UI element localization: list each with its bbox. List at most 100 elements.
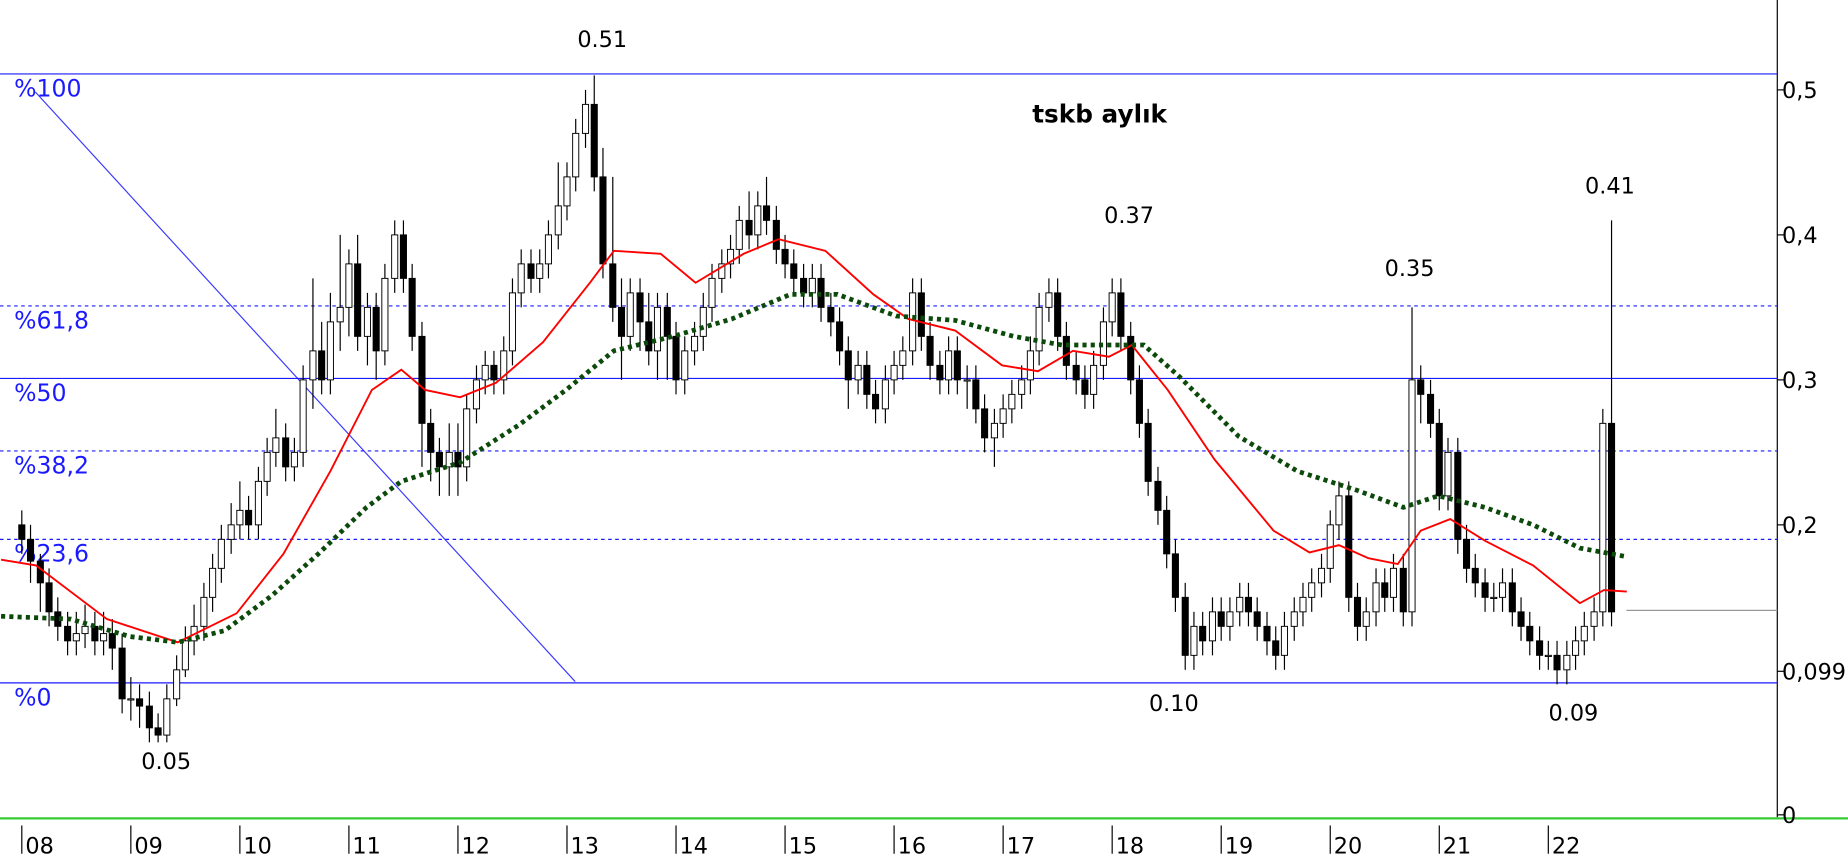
candle-body — [1608, 422, 1616, 613]
candle-body — [1154, 480, 1162, 511]
candle-body — [1280, 625, 1288, 656]
candle-body — [890, 364, 898, 381]
x-tick-label: 12 — [461, 834, 489, 860]
candle-body — [1435, 422, 1443, 497]
fib-label: %0 — [14, 683, 51, 711]
candle-body — [827, 306, 835, 323]
candle-body — [781, 248, 789, 265]
candle-body — [1517, 611, 1525, 627]
candle-body — [318, 350, 326, 381]
candle-body — [1317, 567, 1326, 584]
y-tick-label: 0,3 — [1782, 368, 1818, 394]
candle-body — [872, 393, 880, 410]
candle-body — [1498, 582, 1507, 598]
candle-body — [1572, 640, 1580, 656]
candle-body — [1590, 611, 1598, 627]
candle-body — [500, 350, 508, 381]
candle-body — [427, 422, 435, 453]
candle-body — [699, 306, 707, 337]
candle-body — [836, 321, 844, 352]
candle-body — [435, 451, 443, 468]
candle-body — [1362, 611, 1370, 627]
annotation: 0.10 — [1149, 691, 1199, 717]
candle-body — [1208, 611, 1217, 642]
candle-body — [1308, 582, 1316, 598]
candle-body — [617, 306, 626, 337]
candle-body — [917, 292, 925, 337]
moving-average — [0, 291, 1628, 645]
candle-body — [1026, 350, 1034, 381]
candle-body — [1190, 625, 1198, 656]
candle-body — [209, 567, 217, 598]
candle-body — [408, 277, 416, 337]
candle-body — [381, 277, 389, 352]
fib-label: %50 — [14, 379, 66, 407]
candle-body — [1481, 582, 1489, 598]
x-tick-label: 08 — [25, 834, 53, 860]
candle-body — [1553, 654, 1561, 671]
candle-body — [727, 248, 735, 265]
candle-body — [663, 306, 671, 337]
candle-body — [1226, 611, 1234, 627]
candle-body — [1171, 553, 1179, 598]
candle-body — [1062, 335, 1070, 366]
candle-body — [36, 560, 44, 584]
candle-body — [1599, 422, 1607, 613]
candle-body — [263, 451, 271, 482]
candle-body — [372, 306, 380, 352]
y-tick-label: 0,5 — [1782, 78, 1818, 104]
candle-body — [1144, 422, 1152, 482]
candle-body — [236, 509, 244, 526]
candle-body — [863, 364, 871, 395]
candle-body — [391, 234, 399, 279]
candle-body — [1381, 582, 1389, 598]
annotation: 0.41 — [1585, 173, 1635, 199]
candle-body — [790, 263, 798, 279]
candle-body — [1236, 596, 1244, 613]
candle-body — [1117, 292, 1125, 337]
candle-body — [626, 292, 634, 337]
candle-body — [527, 263, 535, 279]
candle-body — [445, 451, 453, 468]
candle-body — [1536, 640, 1544, 656]
candle-body — [72, 633, 80, 642]
candle-body — [163, 698, 171, 736]
candle-body — [309, 350, 317, 381]
candle-body — [1108, 292, 1116, 323]
candle-body — [64, 625, 72, 642]
candle-body — [708, 277, 716, 308]
candle-body — [718, 263, 726, 279]
x-tick-label: 09 — [134, 834, 162, 860]
candle-body — [481, 364, 489, 381]
candle-body — [1353, 596, 1362, 627]
candle-body — [735, 219, 743, 250]
x-tick-label: 18 — [1116, 834, 1144, 860]
moving-average — [0, 238, 1627, 644]
candle-body — [745, 219, 753, 236]
candle-body — [1462, 538, 1471, 569]
candle-body — [1263, 625, 1271, 642]
candle-body — [100, 633, 108, 642]
candle-body — [1181, 596, 1189, 656]
candle-body — [854, 364, 862, 381]
candle-body — [645, 321, 653, 352]
candle-body — [672, 335, 680, 381]
candle-body — [599, 176, 607, 265]
candle-body — [1253, 611, 1261, 627]
candle-body — [272, 437, 280, 453]
candle-body — [981, 408, 989, 439]
candle-body — [945, 350, 953, 381]
candle-body — [136, 698, 144, 707]
candle-body — [354, 263, 362, 337]
candle-body — [282, 437, 290, 468]
annotation: 0.37 — [1104, 203, 1154, 229]
candle-body — [536, 263, 544, 279]
candle-body — [463, 408, 471, 468]
candle-body — [91, 625, 99, 642]
candle-body — [326, 321, 334, 381]
fib-label: %100 — [14, 74, 81, 102]
candle-body — [1345, 495, 1353, 598]
